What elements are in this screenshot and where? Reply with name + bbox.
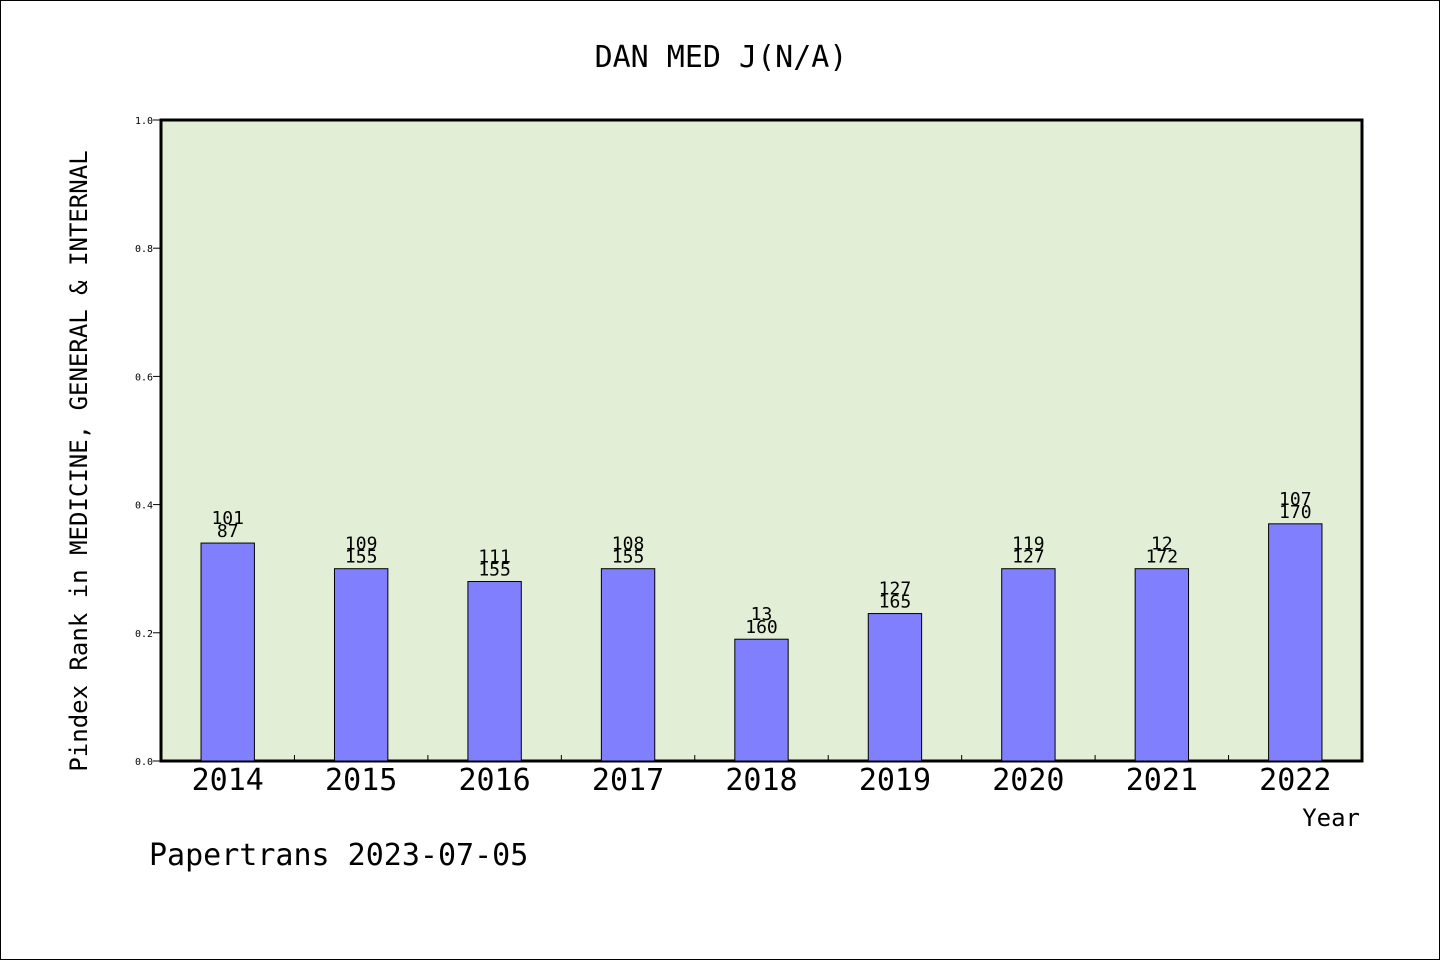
x-tick-label: 2017 <box>592 763 664 798</box>
bar-label-bottom: 155 <box>612 547 645 568</box>
x-axis-ticks: 2014 2015 2016 2017 2018 2019 2020 2021 2022 <box>192 755 1331 798</box>
x-tick-label: 2021 <box>1126 763 1198 798</box>
bar-label-top: 109 <box>345 534 378 555</box>
bar <box>867 613 923 762</box>
x-axis-label: Year <box>1302 804 1360 832</box>
y-axis-label: Pindex Rank in MEDICINE, GENERAL & INTER… <box>65 150 93 771</box>
y-tick-label: 0.4 <box>135 501 153 512</box>
y-tick-label: 0.6 <box>135 372 153 383</box>
bar-label-top: 101 <box>211 508 244 529</box>
y-axis-ticks: 0.0 0.2 0.4 0.6 0.8 1.0 <box>135 116 161 768</box>
bar-label-top: 111 <box>478 547 511 568</box>
bar-label-top: 108 <box>612 534 645 555</box>
y-tick-label: 0.2 <box>135 629 153 640</box>
bar-label-bottom: 165 <box>879 592 912 613</box>
bar-label-bottom: 155 <box>345 547 378 568</box>
footer-credit: Papertrans 2023-07-05 <box>149 838 528 873</box>
x-tick-label: 2016 <box>458 763 530 798</box>
y-tick-label: 0.0 <box>135 757 153 768</box>
bar-label-bottom: 127 <box>1012 547 1045 568</box>
bar-label-top: 12 <box>1151 534 1173 555</box>
x-tick-label: 2019 <box>859 763 931 798</box>
x-tick-label: 2022 <box>1259 763 1331 798</box>
x-tick-label: 2014 <box>192 763 264 798</box>
bar <box>600 568 656 762</box>
bar-label-top: 119 <box>1012 534 1045 555</box>
bar-label-top: 13 <box>751 604 773 625</box>
bar <box>1134 568 1190 762</box>
bar <box>734 638 789 762</box>
bar-label-bottom: 170 <box>1279 502 1312 523</box>
x-tick-label: 2015 <box>325 763 397 798</box>
bar-label-bottom: 87 <box>217 521 239 542</box>
y-tick-label: 0.8 <box>135 244 153 255</box>
bar <box>1001 568 1056 762</box>
bar <box>333 568 389 762</box>
chart-title: DAN MED J(N/A) <box>595 40 848 75</box>
x-tick-label: 2018 <box>725 763 797 798</box>
bar-label-top: 127 <box>879 579 912 600</box>
y-tick-label: 1.0 <box>135 116 153 127</box>
bar-label-bottom: 155 <box>478 560 511 581</box>
bar-label-top: 107 <box>1279 489 1312 510</box>
x-tick-label: 2020 <box>992 763 1064 798</box>
bar <box>467 581 522 762</box>
bar-label-bottom: 160 <box>745 617 778 638</box>
bar <box>200 542 255 762</box>
bar <box>1268 523 1323 762</box>
bar-label-bottom: 172 <box>1146 547 1179 568</box>
